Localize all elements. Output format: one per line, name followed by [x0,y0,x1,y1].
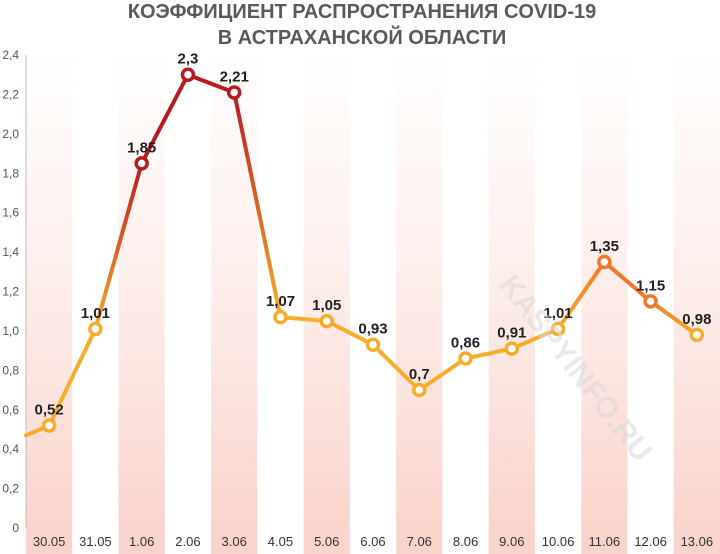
series-segment [185,72,237,95]
x-tick-background [581,528,628,554]
data-label: 1,15 [636,277,665,294]
data-label: 0,52 [35,402,64,419]
series-points [41,67,705,433]
y-tick-label: 0 [12,521,19,535]
y-tick-label: 0,2 [2,482,19,496]
data-label: 2,3 [178,51,199,68]
x-axis-ticks: 30.05 31.05 1.06 2.06 3.06 4.05 5.06 6.06 7.06 8.… [26,528,720,554]
data-label: 1,05 [312,297,341,314]
series-segment [371,342,422,393]
data-label: 0,93 [358,321,387,338]
data-point [365,337,381,352]
data-point [319,313,334,329]
series-segment [556,259,607,331]
x-tick-label: 31.05 [79,534,112,549]
data-point [597,254,612,270]
series-segment [278,315,329,324]
data-point [412,382,427,398]
x-tick-label: 12.06 [634,534,667,549]
x-tick-label: 9.06 [499,534,524,549]
series-segment [509,326,561,351]
y-tick-label: 1,4 [2,245,19,259]
y-tick-label: 2,4 [2,48,19,62]
x-tick-label: 3.06 [222,534,247,549]
data-label: 1,85 [127,139,156,156]
x-tick-background [26,528,73,554]
data-label: 1,01 [543,305,572,322]
x-tick-label: 10.06 [542,534,575,549]
x-tick-label: 5.06 [314,534,339,549]
data-label: 1,01 [81,305,110,322]
x-tick-label: 6.06 [360,534,385,549]
series-segment [648,299,699,337]
series-segment [232,90,283,320]
background-band [581,55,628,528]
x-tick-background [673,528,720,554]
chart-title-line-2: В АСТРАХАНСКОЙ ОБЛАСТИ [218,25,506,49]
y-tick-label: 1,0 [2,324,19,338]
data-point [643,294,658,309]
background-band [303,55,350,528]
y-tick-label: 0,8 [2,363,19,377]
data-point [689,327,705,343]
background-band [118,55,165,528]
data-label: 0,7 [409,366,430,383]
series-segment [463,346,514,361]
data-label: 0,98 [682,311,711,328]
data-label: 2,21 [220,68,249,85]
y-tick-label: 2,2 [2,87,19,101]
x-tick-background [303,528,350,554]
x-tick-background [488,528,535,554]
series-segment [417,356,468,393]
data-point [273,309,288,325]
y-tick-label: 1,6 [2,206,19,220]
data-label: 0,86 [451,335,480,352]
background-band [488,55,535,528]
chart-title-line-1: КОЭФФИЦИЕНТ РАСПРОСТРАНЕНИЯ COVID-19 [128,1,596,23]
data-label: 1,35 [590,238,619,255]
x-tick-label: 11.06 [589,534,621,549]
x-tick-label: 8.06 [453,534,478,549]
y-axis-ticks: 0 0,2 0,4 0,6 0,8 1,0 1,2 1,4 1,6 1,8 2,0 2,2 2,4 [2,48,19,535]
y-tick-label: 0,6 [2,403,19,417]
series-segment [602,259,653,304]
background-band [26,55,73,528]
data-labels: 0,52 1,01 1,85 2,3 2,21 1,07 1,05 0,93 0,7 0,86 0,… [35,51,712,419]
x-tick-label: 13.06 [681,534,714,549]
y-tick-label: 1,8 [2,166,19,180]
data-point [134,156,149,171]
x-tick-label: 4.05 [268,534,293,549]
data-point [180,67,196,82]
data-label: 0,91 [497,325,526,342]
data-point [88,321,103,337]
background-band [396,55,443,528]
x-tick-label: 2.06 [175,534,200,549]
data-point [458,351,473,366]
series-segment [93,161,144,331]
data-point [504,341,520,356]
y-tick-label: 2,0 [2,127,19,141]
x-tick-background [396,528,443,554]
x-tick-label: 1.06 [129,534,154,549]
series-segment [139,72,190,166]
series-segment [324,319,375,347]
x-tick-background [211,528,258,554]
data-point [550,321,566,337]
y-tick-label: 0,4 [2,442,19,456]
x-tick-label: 7.06 [407,534,432,549]
x-tick-background [118,528,165,554]
background-bands [26,55,720,528]
background-band [211,55,258,528]
y-tick-label: 1,2 [2,285,19,299]
data-point [226,85,242,100]
background-band [673,55,720,528]
data-point [41,418,57,433]
series-segment [47,326,98,428]
chart-title: КОЭФФИЦИЕНТ РАСПРОСТРАНЕНИЯ COVID-19 В А… [128,1,596,49]
x-tick-label: 30.05 [33,534,66,549]
data-label: 1,07 [266,293,295,310]
